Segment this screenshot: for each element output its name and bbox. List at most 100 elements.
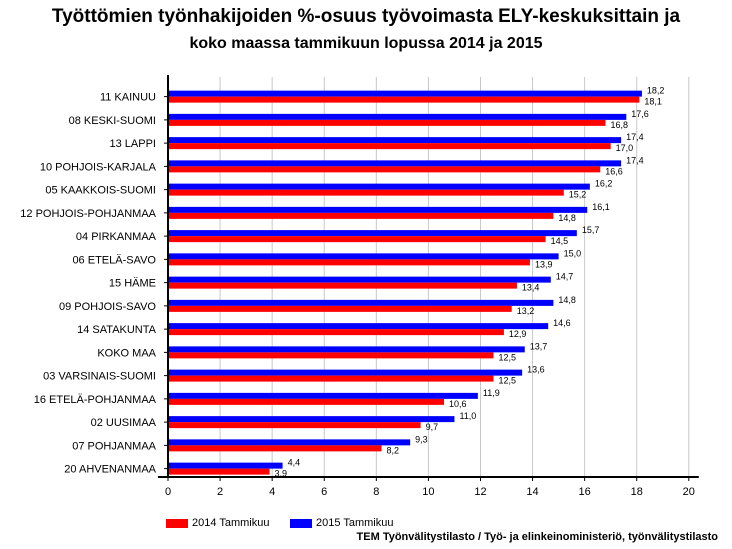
value-label-2014: 13,9 [535, 259, 553, 269]
bar-2015 [168, 369, 523, 376]
value-label-2015: 17,4 [626, 132, 644, 142]
x-tick-label: 16 [579, 486, 591, 498]
bar-2015 [168, 299, 554, 306]
bar-2015 [168, 346, 525, 353]
bar-2014 [168, 189, 564, 196]
value-label-2015: 13,7 [530, 341, 548, 351]
value-label-2015: 16,2 [595, 179, 613, 189]
value-label-2015: 11,9 [483, 388, 500, 398]
chart-title: Työttömien työnhakijoiden %-osuus työvoi… [51, 6, 681, 27]
category-label: 03 VARSINAIS-SUOMI [43, 371, 156, 383]
bar-2014 [168, 468, 270, 475]
value-label-2015: 17,6 [631, 109, 649, 119]
category-label: 09 POHJOIS-SAVO [59, 301, 156, 313]
value-label-2014: 8,2 [387, 445, 400, 455]
bar-group [168, 90, 642, 475]
value-label-2015: 14,7 [556, 272, 574, 282]
category-label: 12 POHJOIS-POHJANMAA [20, 208, 156, 220]
bar-2015 [168, 160, 622, 167]
bar-2015 [168, 323, 549, 330]
value-label-2014: 3,9 [275, 469, 288, 479]
legend-swatch-2014 [166, 518, 188, 528]
category-label: 13 LAPPI [110, 138, 156, 150]
bar-2014 [168, 96, 640, 103]
bar-2015 [168, 113, 627, 120]
category-label: 06 ETELÄ-SAVO [72, 254, 156, 266]
category-label: 14 SATAKUNTA [77, 324, 157, 336]
bar-2015 [168, 392, 478, 399]
bar-2014 [168, 236, 546, 243]
bar-2015 [168, 137, 622, 144]
value-label-2014: 18,1 [644, 97, 662, 107]
legend-swatch-2015 [290, 518, 312, 528]
bar-2014 [168, 352, 494, 359]
legend-item-2015: 2015 Tammikuu [290, 517, 393, 529]
category-label: 04 PIRKANMAA [76, 231, 157, 243]
x-tick-label: 18 [631, 486, 643, 498]
chart-subtitle: koko maassa tammikuun lopussa 2014 ja 20… [189, 35, 543, 52]
category-label: 08 KESKI-SUOMI [69, 115, 156, 127]
x-tick-labels: 0 2 4 6 8 10 12 14 16 18 20 [165, 486, 695, 498]
value-labels: 18,218,117,616,817,417,017,416,616,215,2… [275, 86, 665, 479]
source-note: TEM Työnvälitystilasto / Työ- ja elinkei… [356, 531, 718, 543]
x-tick-label: 4 [269, 486, 275, 498]
bar-2014 [168, 259, 530, 266]
value-label-2014: 13,2 [517, 306, 535, 316]
value-label-2014: 13,4 [522, 283, 540, 293]
bar-2014 [168, 282, 517, 289]
bar-2014 [168, 422, 421, 429]
value-label-2015: 16,1 [592, 202, 610, 212]
legend-label-2015: 2015 Tammikuu [316, 517, 394, 529]
bar-2014 [168, 398, 445, 405]
bar-2014 [168, 329, 504, 336]
category-label: 02 UUSIMAA [91, 417, 157, 429]
value-label-2015: 4,4 [288, 458, 301, 468]
value-label-2015: 14,6 [553, 318, 571, 328]
value-label-2015: 18,2 [647, 86, 665, 96]
value-label-2015: 17,4 [626, 155, 644, 165]
bar-2014 [168, 375, 494, 382]
bar-2014 [168, 212, 554, 219]
value-label-2015: 15,0 [564, 248, 582, 258]
x-tick-label: 20 [683, 486, 695, 498]
value-label-2014: 15,2 [569, 190, 587, 200]
value-label-2015: 14,8 [558, 295, 576, 305]
bar-2014 [168, 119, 606, 126]
axes [158, 75, 699, 481]
value-label-2014: 17,0 [616, 143, 634, 153]
value-label-2014: 12,5 [499, 352, 517, 362]
x-tick-label: 0 [165, 486, 171, 498]
bar-2015 [168, 90, 642, 97]
x-tick-label: 8 [373, 486, 379, 498]
legend-label-2014: 2014 Tammikuu [192, 517, 270, 529]
value-label-2014: 16,6 [605, 166, 623, 176]
x-tick-label: 12 [474, 486, 486, 498]
value-label-2014: 12,5 [499, 376, 517, 386]
bar-2015 [168, 276, 551, 283]
category-label: KOKO MAA [97, 347, 156, 359]
bar-2015 [168, 253, 559, 260]
category-labels: 11 KAINUU 08 KESKI-SUOMI 13 LAPPI 10 POHJOI… [20, 92, 156, 476]
category-label: 05 KAAKKOIS-SUOMI [45, 185, 156, 197]
category-label: 07 POHJANMAA [72, 440, 156, 452]
value-label-2015: 15,7 [582, 225, 600, 235]
bar-2015 [168, 416, 455, 423]
category-label: 20 AHVENANMAA [64, 464, 156, 476]
bar-2015 [168, 230, 577, 237]
bar-2014 [168, 305, 512, 312]
value-label-2014: 9,7 [426, 422, 439, 432]
bar-2015 [168, 462, 283, 469]
value-label-2014: 12,9 [509, 329, 527, 339]
bar-2014 [168, 166, 601, 173]
bar-2015 [168, 206, 588, 213]
category-label: 15 HÄME [109, 278, 156, 290]
value-label-2015: 11,0 [459, 411, 476, 421]
bar-2015 [168, 183, 590, 190]
x-tick-label: 10 [422, 486, 434, 498]
bar-2014 [168, 143, 611, 150]
x-tick-label: 6 [321, 486, 327, 498]
value-label-2015: 9,3 [415, 434, 428, 444]
category-label: 10 POHJOIS-KARJALA [40, 161, 157, 173]
value-label-2014: 16,8 [610, 120, 628, 130]
